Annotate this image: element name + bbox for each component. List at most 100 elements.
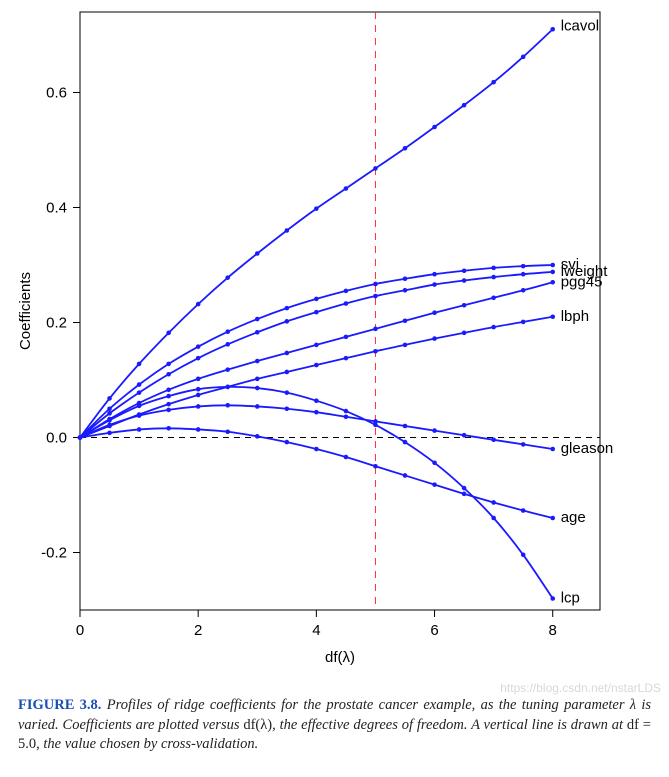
series-marker-age bbox=[344, 455, 349, 460]
series-marker-lcp bbox=[78, 435, 83, 440]
series-marker-lcavol bbox=[491, 80, 496, 85]
series-marker-lweight bbox=[314, 310, 319, 315]
x-tick-label: 0 bbox=[76, 622, 84, 639]
series-marker-lcavol bbox=[166, 331, 171, 336]
x-tick-label: 2 bbox=[194, 622, 202, 639]
series-marker-gleason bbox=[166, 408, 171, 413]
series-marker-gleason bbox=[137, 413, 142, 418]
series-marker-lweight bbox=[491, 275, 496, 280]
figure-number: FIGURE 3.8. bbox=[18, 697, 101, 713]
series-marker-svi bbox=[550, 263, 555, 268]
series-marker-svi bbox=[285, 306, 290, 311]
series-marker-gleason bbox=[521, 442, 526, 447]
series-marker-svi bbox=[403, 277, 408, 282]
series-marker-age bbox=[285, 440, 290, 445]
series-marker-pgg45 bbox=[491, 295, 496, 300]
series-marker-age bbox=[550, 516, 555, 521]
series-marker-lweight bbox=[550, 270, 555, 275]
series-marker-lcavol bbox=[373, 166, 378, 171]
series-marker-lcavol bbox=[462, 103, 467, 108]
series-marker-lweight bbox=[225, 342, 230, 347]
series-marker-pgg45 bbox=[373, 327, 378, 332]
series-marker-lweight bbox=[107, 411, 112, 416]
series-marker-svi bbox=[373, 282, 378, 287]
series-marker-pgg45 bbox=[462, 303, 467, 308]
series-marker-lcp bbox=[166, 394, 171, 399]
series-marker-lcavol bbox=[137, 362, 142, 367]
series-marker-lcavol bbox=[107, 396, 112, 401]
series-marker-lcavol bbox=[255, 251, 260, 256]
series-marker-gleason bbox=[255, 404, 260, 409]
series-marker-age bbox=[196, 427, 201, 432]
series-marker-age bbox=[462, 492, 467, 497]
series-marker-age bbox=[432, 482, 437, 487]
series-marker-lweight bbox=[255, 330, 260, 335]
series-marker-svi bbox=[462, 268, 467, 273]
series-marker-svi bbox=[491, 266, 496, 271]
series-marker-lbph bbox=[285, 370, 290, 375]
series-marker-lcp bbox=[107, 418, 112, 423]
series-marker-lbph bbox=[491, 325, 496, 330]
series-marker-age bbox=[521, 508, 526, 513]
series-label-lcavol: lcavol bbox=[561, 17, 599, 34]
y-tick-label: -0.2 bbox=[41, 545, 67, 562]
series-marker-svi bbox=[432, 272, 437, 277]
series-marker-lbph bbox=[462, 331, 467, 336]
series-marker-gleason bbox=[462, 433, 467, 438]
series-marker-svi bbox=[137, 382, 142, 387]
series-label-age: age bbox=[561, 509, 586, 526]
series-marker-pgg45 bbox=[166, 387, 171, 392]
series-marker-svi bbox=[196, 344, 201, 349]
series-marker-lbph bbox=[550, 314, 555, 319]
series-marker-lcavol bbox=[225, 275, 230, 280]
series-marker-svi bbox=[314, 297, 319, 302]
series-marker-gleason bbox=[285, 406, 290, 411]
figure-container: 02468-0.20.00.20.40.6df(λ)Coefficientslc… bbox=[0, 0, 669, 777]
series-marker-lcp bbox=[285, 390, 290, 395]
series-marker-age bbox=[403, 473, 408, 478]
series-marker-lcp bbox=[314, 398, 319, 403]
series-marker-svi bbox=[344, 289, 349, 294]
series-marker-lweight bbox=[373, 294, 378, 299]
x-tick-label: 8 bbox=[549, 622, 557, 639]
series-marker-age bbox=[225, 429, 230, 434]
series-marker-lcp bbox=[373, 423, 378, 428]
x-tick-label: 6 bbox=[430, 622, 438, 639]
series-marker-lcp bbox=[137, 404, 142, 409]
series-marker-pgg45 bbox=[314, 343, 319, 348]
series-marker-gleason bbox=[491, 438, 496, 443]
caption-text-3: , the value chosen by cross-validation. bbox=[36, 736, 258, 752]
series-marker-lweight bbox=[166, 372, 171, 377]
series-marker-lcavol bbox=[403, 146, 408, 151]
series-marker-svi bbox=[166, 362, 171, 367]
series-label-gleason: gleason bbox=[561, 440, 614, 457]
series-marker-gleason bbox=[107, 423, 112, 428]
series-marker-lweight bbox=[137, 390, 142, 395]
series-label-lcp: lcp bbox=[561, 590, 580, 607]
series-marker-pgg45 bbox=[550, 280, 555, 285]
series-marker-gleason bbox=[432, 428, 437, 433]
series-marker-svi bbox=[225, 329, 230, 334]
series-marker-lbph bbox=[314, 363, 319, 368]
series-marker-age bbox=[166, 426, 171, 431]
series-marker-lcavol bbox=[550, 27, 555, 32]
series-marker-pgg45 bbox=[521, 288, 526, 293]
series-marker-gleason bbox=[225, 403, 230, 408]
series-marker-lbph bbox=[255, 377, 260, 382]
series-marker-lbph bbox=[344, 356, 349, 361]
series-marker-pgg45 bbox=[403, 318, 408, 323]
series-marker-gleason bbox=[550, 447, 555, 452]
x-axis-title: df(λ) bbox=[325, 649, 355, 666]
series-marker-lcp bbox=[255, 386, 260, 391]
series-marker-lweight bbox=[521, 272, 526, 277]
series-marker-lcavol bbox=[521, 55, 526, 60]
series-marker-lcp bbox=[196, 387, 201, 392]
series-marker-pgg45 bbox=[285, 351, 290, 356]
series-marker-lcp bbox=[462, 486, 467, 491]
series-marker-lweight bbox=[285, 319, 290, 324]
series-marker-lcp bbox=[521, 553, 526, 558]
series-marker-age bbox=[373, 464, 378, 469]
series-marker-lcp bbox=[344, 409, 349, 414]
series-marker-lweight bbox=[432, 282, 437, 287]
series-marker-age bbox=[137, 427, 142, 432]
